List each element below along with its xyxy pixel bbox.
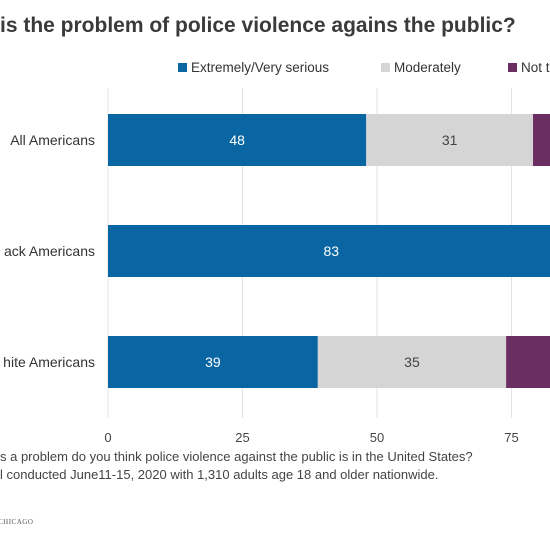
legend-label-not: Not t bbox=[521, 60, 550, 75]
bar-not-2 bbox=[506, 336, 550, 388]
bar-not-0 bbox=[533, 114, 550, 166]
legend-swatch-extremely-very bbox=[178, 63, 187, 72]
legend-label-moderately: Moderately bbox=[394, 60, 461, 75]
x-tick-label-0: 0 bbox=[104, 430, 111, 445]
legend-label-extremely-very: Extremely/Very serious bbox=[191, 60, 330, 75]
bar-moderately-2 bbox=[317, 336, 507, 388]
footnote-question: s a problem do you think police violence… bbox=[0, 449, 473, 464]
data-label-extremely-very-2: 39 bbox=[205, 354, 221, 370]
bars bbox=[108, 114, 550, 388]
legend: Extremely/Very serious Moderately Not t bbox=[0, 60, 550, 78]
legend-item-moderately: Moderately bbox=[381, 60, 461, 75]
footnote-method: l conducted June11-15, 2020 with 1,310 a… bbox=[0, 467, 439, 482]
category-labels: All Americans ack Americans hite Americans bbox=[3, 132, 95, 370]
legend-item-not: Not t bbox=[508, 60, 550, 75]
x-tick-label-50: 50 bbox=[370, 430, 384, 445]
legend-item-extremely-very: Extremely/Very serious bbox=[178, 60, 329, 75]
category-label-2: hite Americans bbox=[3, 354, 95, 370]
x-tick-label-25: 25 bbox=[235, 430, 249, 445]
data-labels: 48 31 83 39 35 bbox=[205, 132, 458, 370]
data-label-moderately-2: 35 bbox=[404, 354, 420, 370]
x-axis-ticks: 0 25 50 75 bbox=[104, 430, 518, 445]
data-label-extremely-very-1: 83 bbox=[323, 243, 339, 259]
category-label-1: ack Americans bbox=[4, 243, 95, 259]
bar-extremely-very-2 bbox=[108, 336, 318, 388]
bar-extremely-very-0 bbox=[108, 114, 367, 166]
bar-moderately-0 bbox=[366, 114, 534, 166]
legend-swatch-not bbox=[508, 63, 517, 72]
category-label-0: All Americans bbox=[10, 132, 95, 148]
data-label-extremely-very-0: 48 bbox=[229, 132, 245, 148]
chart-title: is the problem of police violence agains… bbox=[0, 14, 516, 37]
data-label-moderately-0: 31 bbox=[442, 132, 458, 148]
legend-swatch-moderately bbox=[381, 63, 390, 72]
bar-extremely-very-1 bbox=[108, 225, 550, 277]
org-logo: CHICAGO bbox=[0, 518, 34, 526]
x-tick-label-75: 75 bbox=[504, 430, 518, 445]
